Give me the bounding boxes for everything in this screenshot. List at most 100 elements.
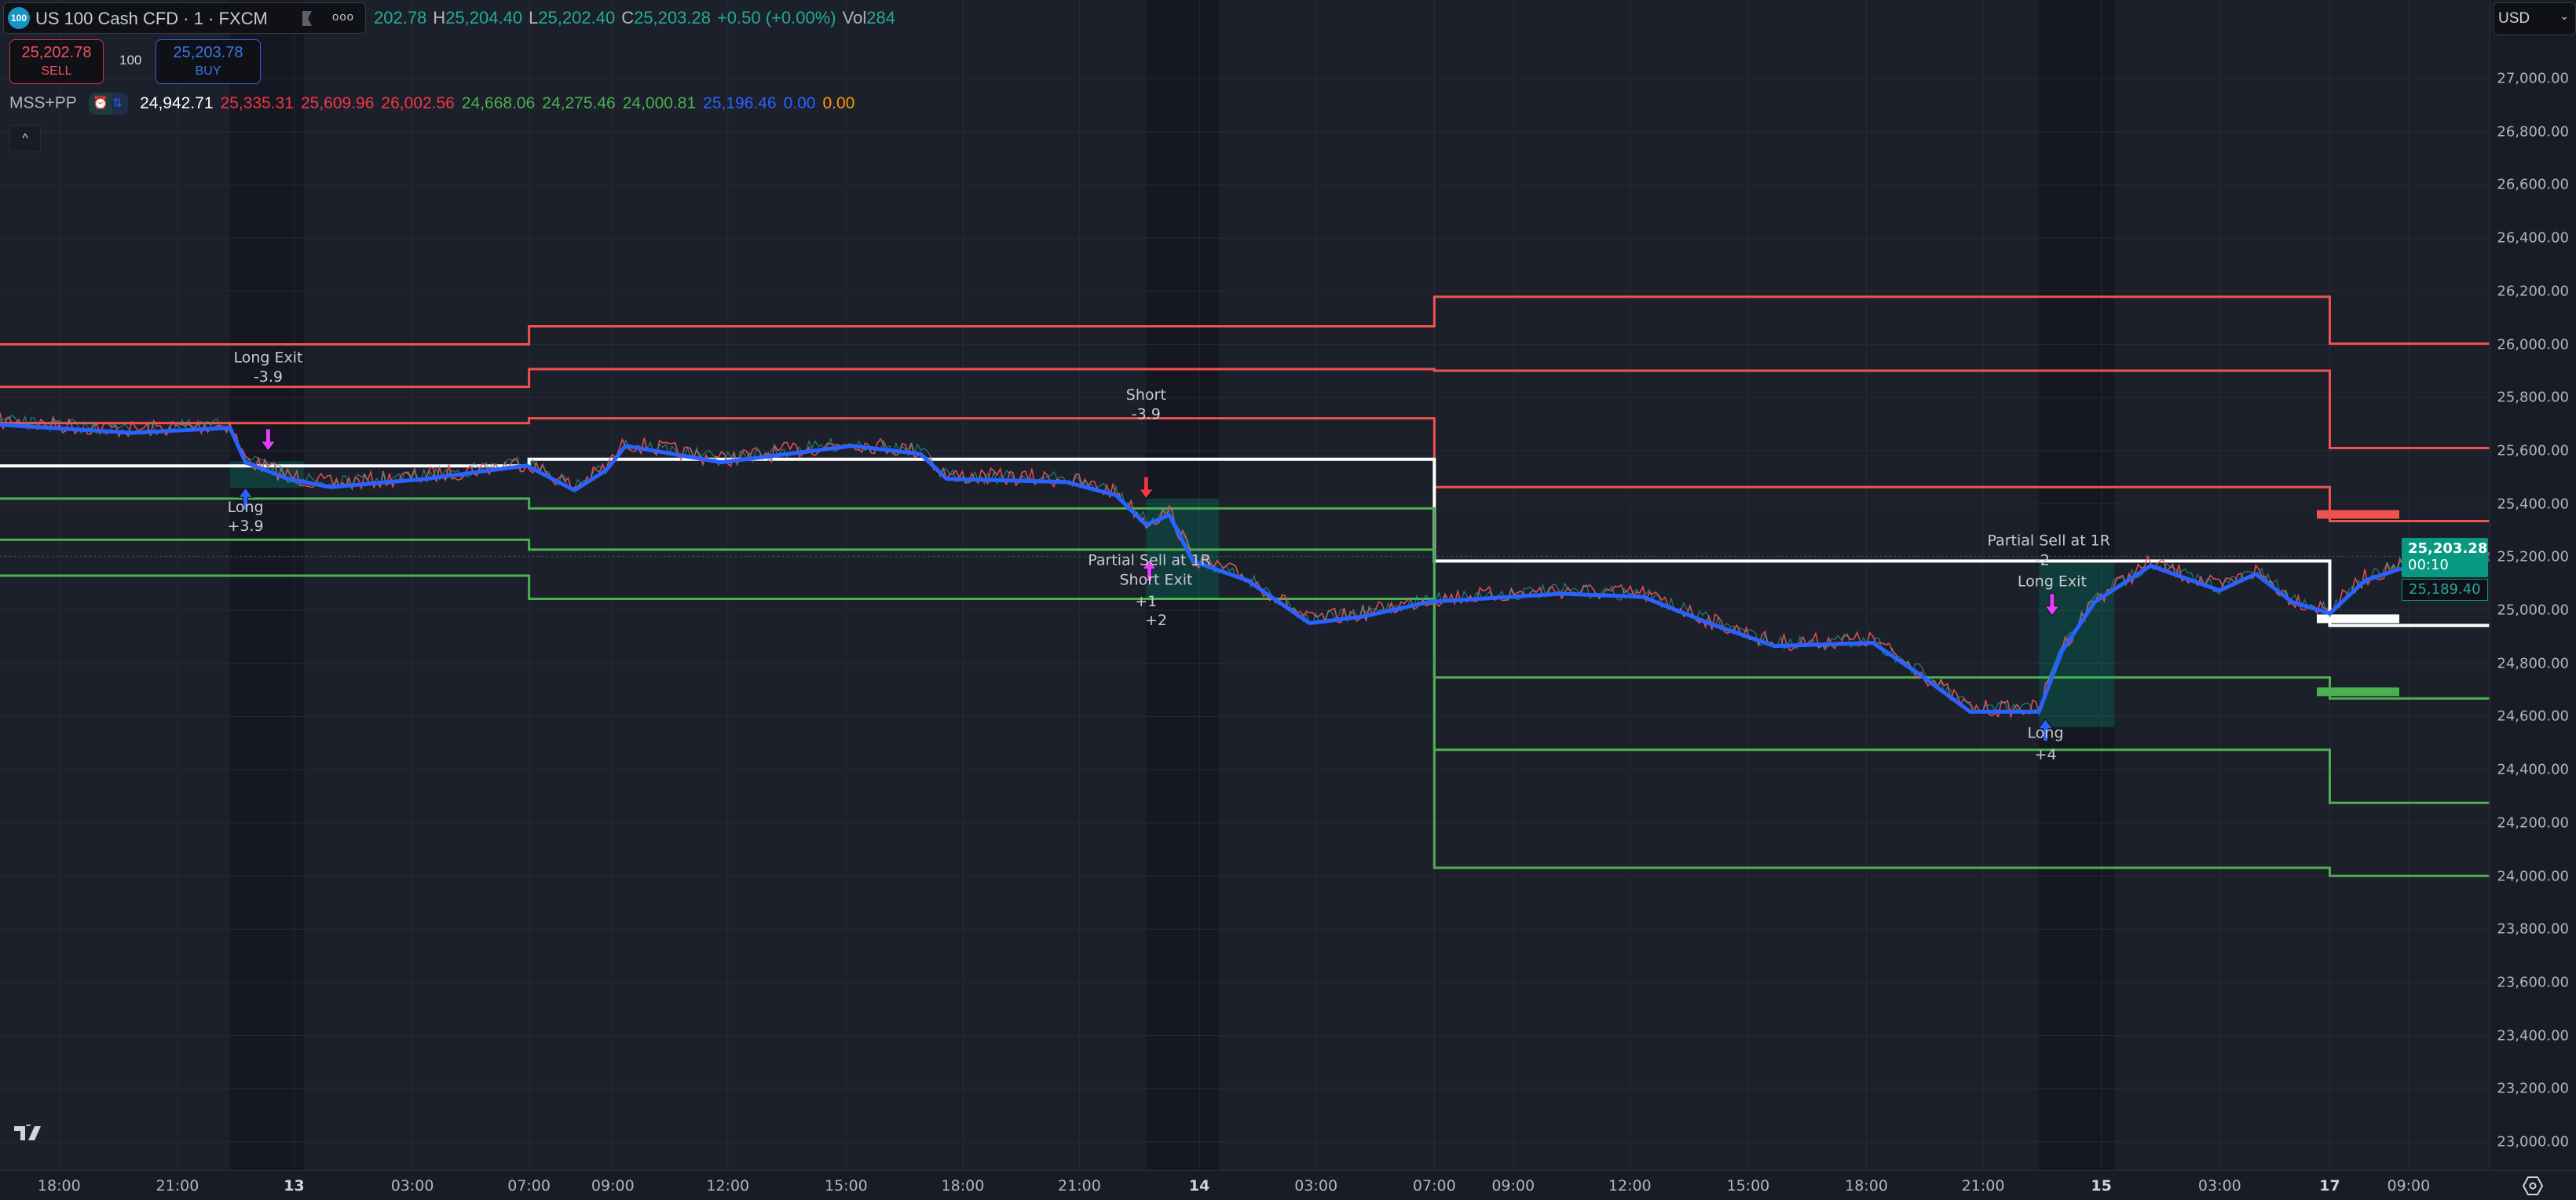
price-tick-label: 24,000.00: [2497, 868, 2569, 884]
settings-button[interactable]: [2522, 1176, 2544, 1196]
indicator-legend: MSS+PP ⏰ ⇅ 24,942.71 25,335.31 25,609.96 26,…: [9, 93, 854, 115]
trade-label: -3.9: [1132, 405, 1161, 423]
time-tick-label: 21:00: [1961, 1177, 2005, 1195]
trade-label: Long Exit: [2018, 573, 2087, 591]
secondary-price: 25,189.40: [2409, 581, 2481, 598]
time-tick-label: 03:00: [1294, 1177, 1338, 1195]
price-tick-label: 25,000.00: [2497, 602, 2569, 619]
trade-label: +3.9: [228, 518, 264, 535]
price-tick-label: 24,600.00: [2497, 708, 2569, 725]
arrow-up-icon: [237, 487, 254, 510]
indicator-name[interactable]: MSS+PP: [9, 93, 77, 112]
arrow-up-icon: [2037, 718, 2054, 742]
time-tick-label: 03:00: [2197, 1177, 2241, 1195]
price-tick-label: 23,000.00: [2497, 1133, 2569, 1151]
price-tick-label: 23,400.00: [2497, 1027, 2569, 1045]
price-tick-label: 25,800.00: [2497, 389, 2569, 406]
price-tick-label: 25,200.00: [2497, 548, 2569, 565]
arrow-down-icon: [2044, 593, 2060, 616]
spread-value: 100: [119, 53, 142, 68]
time-tick-label: 15:00: [824, 1177, 868, 1195]
alert-icon[interactable]: ⏰: [89, 93, 113, 115]
collapse-legend-button[interactable]: ^: [9, 125, 41, 152]
ohlc-item: Vol284: [842, 8, 895, 27]
more-icon[interactable]: ooo: [332, 10, 355, 24]
session-highlight: [229, 0, 305, 1170]
level-marker: [2317, 687, 2399, 697]
trade-label: Long: [2028, 724, 2064, 741]
chevron-up-icon: ^: [22, 132, 28, 145]
indicator-value: 0.00: [783, 93, 816, 112]
time-tick-label: 17: [2319, 1177, 2340, 1195]
last-price: 25,203.28: [2408, 540, 2488, 557]
price-tick-label: 26,600.00: [2497, 176, 2569, 193]
time-tick-label: 13: [284, 1177, 305, 1195]
pivot-level-red1: [0, 368, 2490, 450]
price-tick-label: 27,000.00: [2497, 70, 2569, 87]
time-axis[interactable]: 18:00 21:00 13 03:00 07:00 09:00 12:00 15:00 18:…: [0, 1170, 2576, 1200]
pivot-level-red0: [0, 295, 2490, 346]
time-tick-label: 09:00: [591, 1177, 635, 1195]
price-tick-label: 23,800.00: [2497, 920, 2569, 938]
moving-average-line: [0, 423, 2490, 714]
indicator-values: 24,942.71 25,335.31 25,609.96 26,002.56 24,6…: [133, 94, 854, 112]
indicator-value: 0.00: [822, 93, 855, 112]
time-tick-label: 15:00: [1726, 1177, 1770, 1195]
time-tick-label: 07:00: [507, 1177, 551, 1195]
time-tick-label: 18:00: [941, 1177, 985, 1195]
ohlc-item: +0.50 (+0.00%): [716, 8, 836, 27]
trade-label: Short Exit: [1120, 572, 1193, 589]
ohlc-item: H25,204.40: [433, 8, 523, 27]
session-highlight: [2039, 0, 2115, 1170]
pivot-level-green2: [0, 574, 2490, 877]
ohlc-item: L25,202.40: [529, 8, 616, 27]
time-tick-label: 18:00: [37, 1177, 81, 1195]
price-tick-label: 26,200.00: [2497, 283, 2569, 300]
level-marker: [2317, 510, 2399, 519]
ohlc-item: 202.78: [374, 8, 427, 27]
tradingview-logo[interactable]: [14, 1120, 46, 1142]
price-tick-label: 23,600.00: [2497, 974, 2569, 991]
trade-label: Short: [1126, 386, 1166, 404]
time-tick-label: 21:00: [1058, 1177, 1101, 1195]
time-tick-label: 14: [1188, 1177, 1210, 1195]
symbol-title: US 100 Cash CFD · 1 · FXCM: [35, 9, 268, 28]
trade-label: Partial Sell at 1R: [1088, 551, 1211, 569]
trade-label: Long: [228, 499, 264, 516]
logo-icon: [14, 1120, 41, 1140]
price-tick-label: 26,000.00: [2497, 336, 2569, 353]
price-tick-label: 26,800.00: [2497, 123, 2569, 141]
time-tick-label: 03:00: [390, 1177, 434, 1195]
price-tick-label: 25,400.00: [2497, 496, 2569, 513]
currency-label: USD: [2498, 10, 2530, 27]
time-tick-label: 12:00: [706, 1177, 750, 1195]
trade-label: +2: [1145, 612, 1167, 629]
price-axis[interactable]: USD ⌄ 27,000.00 26,800.00 26,600.00 26,400.…: [2490, 0, 2576, 1170]
secondary-price-tag: 25,189.40: [2402, 579, 2488, 601]
trade-label: Long Exit: [233, 349, 302, 367]
indicator-value: 24,000.81: [622, 93, 697, 112]
trade-label: Partial Sell at 1R: [1987, 532, 2110, 549]
indicator-value: 24,942.71: [140, 93, 214, 112]
arrow-down-icon: [1138, 476, 1154, 499]
session-highlight: [1146, 0, 1219, 1170]
flag-icon[interactable]: [302, 11, 312, 26]
indicator-value: 25,196.46: [703, 93, 777, 112]
sell-button[interactable]: 25,202.78 SELL: [9, 39, 104, 84]
symbol-logo: 100: [8, 7, 30, 29]
buy-button[interactable]: 25,203.78 BUY: [156, 39, 261, 84]
time-tick-label: 07:00: [1412, 1177, 1456, 1195]
chart-pane[interactable]: -3.9 Long Exit Long +3.9 -3.9 Short Partial Se…: [0, 0, 2490, 1170]
sort-icon[interactable]: ⇅: [112, 93, 129, 115]
arrow-up-icon: [1141, 558, 1158, 583]
price-tick-label: 26,400.00: [2497, 229, 2569, 247]
trade-zone: [2039, 559, 2115, 727]
buy-price: 25,203.78: [173, 44, 243, 61]
last-price-tag: 25,203.28 00:10: [2402, 538, 2488, 577]
chevron-down-icon: ⌄: [2560, 9, 2569, 22]
symbol-selector[interactable]: 100 US 100 Cash CFD · 1 · FXCM ooo: [3, 2, 366, 34]
price-tick-label: 23,200.00: [2497, 1080, 2569, 1097]
currency-select[interactable]: USD ⌄: [2493, 2, 2576, 35]
indicator-value: 26,002.56: [381, 93, 455, 112]
